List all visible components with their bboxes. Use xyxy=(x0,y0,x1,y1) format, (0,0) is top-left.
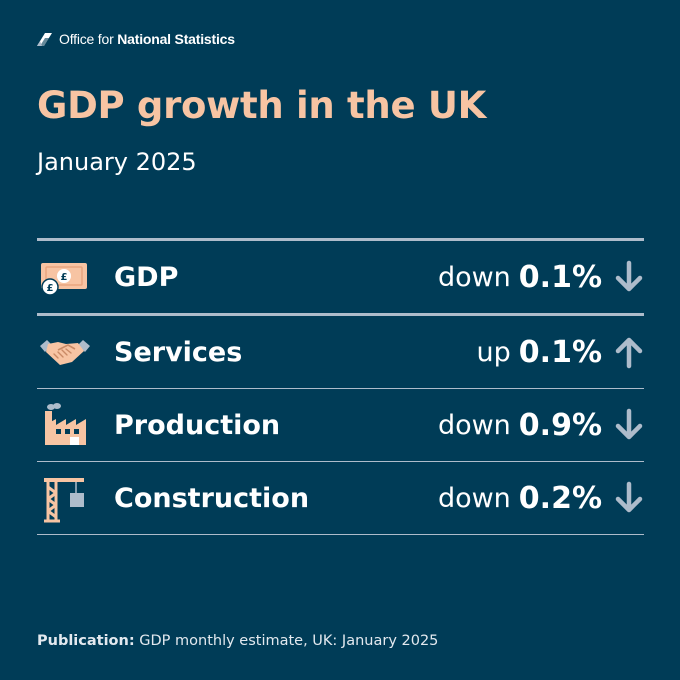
row-value: 0.1% xyxy=(518,259,602,295)
row-value: 0.2% xyxy=(518,480,602,516)
ons-logo: Office for National Statistics xyxy=(36,31,235,47)
row-change: down 0.1% xyxy=(438,241,644,313)
row-direction: down xyxy=(437,261,511,293)
arrow-up-icon xyxy=(615,337,643,369)
row-change: up 0.1% xyxy=(477,316,644,388)
publication-footer: Publication: GDP monthly estimate, UK: J… xyxy=(37,633,438,649)
row-direction: down xyxy=(437,482,511,514)
page-subtitle: January 2025 xyxy=(37,148,197,176)
arrow-down-icon xyxy=(615,260,643,292)
row-label: GDP xyxy=(114,261,179,293)
arrow-down-icon xyxy=(615,481,643,513)
row-construction: Construction down 0.2% xyxy=(37,462,644,535)
row-direction: down xyxy=(437,409,511,441)
footer-text: GDP monthly estimate, UK: January 2025 xyxy=(134,633,439,649)
arrow-down-icon xyxy=(615,408,643,440)
row-change: down 0.9% xyxy=(438,389,644,461)
row-value: 0.9% xyxy=(518,407,602,443)
pound-banknote-icon: £ £ xyxy=(38,254,92,300)
handshake-icon xyxy=(38,329,92,375)
svg-text:£: £ xyxy=(61,272,68,283)
ons-logo-text: Office for National Statistics xyxy=(59,31,235,47)
row-direction: up xyxy=(476,336,511,368)
footer-label: Publication: xyxy=(37,633,135,649)
row-gdp: £ £ GDP down 0.1% xyxy=(37,241,644,316)
page-title: GDP growth in the UK xyxy=(37,84,486,127)
row-services: Services up 0.1% xyxy=(37,316,644,389)
factory-icon xyxy=(38,402,92,448)
row-value: 0.1% xyxy=(518,334,602,370)
svg-text:£: £ xyxy=(47,283,54,294)
gdp-table: £ £ GDP down 0.1% Services up xyxy=(37,238,644,535)
row-label: Production xyxy=(114,409,281,441)
row-label: Services xyxy=(114,336,243,368)
row-change: down 0.2% xyxy=(438,462,644,534)
ons-logo-icon xyxy=(37,32,52,46)
row-production: Production down 0.9% xyxy=(37,389,644,462)
row-label: Construction xyxy=(114,482,310,514)
construction-crane-icon xyxy=(38,475,92,523)
